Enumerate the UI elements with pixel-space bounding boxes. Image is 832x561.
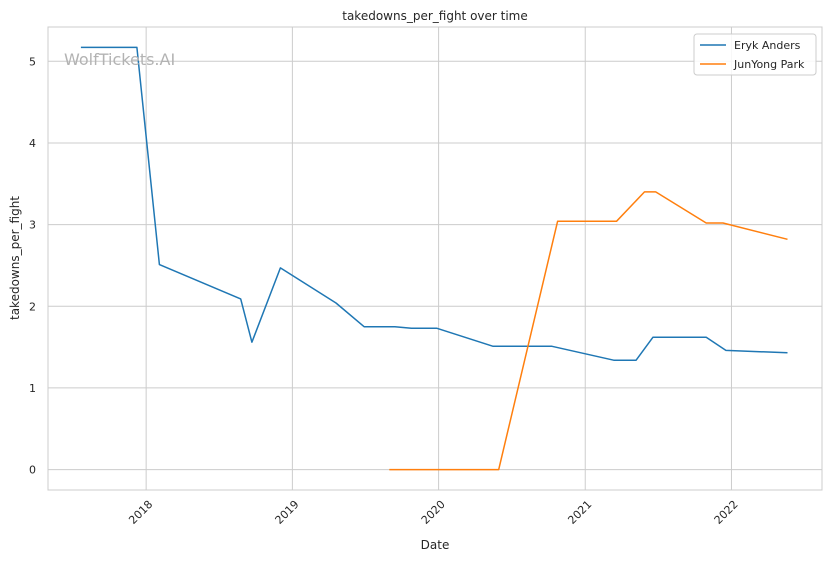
y-tick-label: 3 bbox=[29, 219, 36, 232]
x-axis-label: Date bbox=[421, 538, 450, 552]
y-axis-label: takedowns_per_fight bbox=[8, 196, 22, 320]
y-tick-label: 4 bbox=[29, 137, 36, 150]
plot-frame bbox=[47, 26, 823, 491]
y-tick-label: 5 bbox=[29, 55, 36, 68]
series-line-eryk-anders bbox=[80, 46, 788, 361]
chart-title: takedowns_per_fight over time bbox=[342, 9, 528, 23]
legend-label-eryk-anders: Eryk Anders bbox=[734, 39, 801, 52]
y-axis-ticks: 0 1 2 3 4 5 bbox=[29, 55, 36, 476]
y-tick-label: 1 bbox=[29, 382, 36, 395]
watermark: WolfTickets.AI bbox=[64, 50, 175, 69]
grid-lines bbox=[48, 27, 822, 490]
y-tick-label: 2 bbox=[29, 300, 36, 313]
series-lines bbox=[80, 46, 788, 471]
legend: Eryk Anders JunYong Park bbox=[693, 33, 817, 76]
series-line-junyong-park bbox=[389, 191, 788, 471]
y-tick-label: 0 bbox=[29, 464, 36, 477]
legend-label-junyong-park: JunYong Park bbox=[733, 58, 805, 71]
